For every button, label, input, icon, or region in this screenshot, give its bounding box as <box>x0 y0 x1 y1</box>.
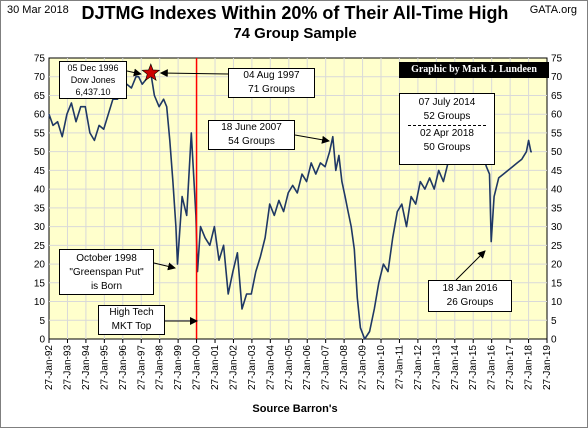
y-tick-label-left: 30 <box>34 222 46 233</box>
x-tick-label: 27-Jan-06 <box>302 345 313 390</box>
y-tick-label-left: 70 <box>34 72 46 83</box>
y-tick-label-right: 75 <box>551 54 563 65</box>
x-tick-label: 27-Jan-01 <box>210 345 221 390</box>
x-tick-label: 27-Jan-04 <box>265 345 276 390</box>
annotation-dow-1996: 05 Dec 1996 Dow Jones 6,437.10 <box>59 61 127 99</box>
annotation-line: 54 Groups <box>228 136 275 147</box>
chart-subtitle: 74 Group Sample <box>233 25 357 42</box>
x-tick-label: 27-Jan-98 <box>155 345 166 390</box>
y-tick-label-right: 65 <box>551 91 563 102</box>
x-tick-label: 27-Jan-92 <box>44 345 55 390</box>
annotation-arrow <box>159 69 229 78</box>
graphic-credit: Graphic by Mark J. Lundeen <box>399 62 549 78</box>
x-tick-label: 27-Jan-12 <box>413 345 424 390</box>
annotation-line: High Tech <box>109 307 154 318</box>
y-tick-label-left: 50 <box>34 147 46 158</box>
annotation-separator <box>408 125 486 126</box>
x-tick-label: 27-Jan-14 <box>450 345 461 390</box>
date-label: 30 Mar 2018 <box>7 4 69 16</box>
x-tick-label: 27-Jan-96 <box>118 345 129 390</box>
x-tick-label: 27-Jan-09 <box>358 345 369 390</box>
x-tick-label: 27-Jan-19 <box>542 345 553 390</box>
y-tick-label-left: 15 <box>34 278 46 289</box>
y-tick-label-right: 40 <box>551 185 563 196</box>
y-tick-label-right: 35 <box>551 203 563 214</box>
annotation-line: 02 Apr 2018 <box>420 128 474 139</box>
y-tick-label-right: 50 <box>551 147 563 158</box>
annotation-line: 6,437.10 <box>75 87 111 97</box>
annotation-arrow <box>126 68 142 77</box>
annotation-jul-2014-apr-2018: 07 July 2014 52 Groups 02 Apr 2018 50 Gr… <box>399 93 495 165</box>
y-tick-label-right: 70 <box>551 72 563 83</box>
x-tick-label: 27-Jan-00 <box>192 345 203 390</box>
y-tick-label-right: 15 <box>551 278 563 289</box>
y-tick-label-right: 5 <box>551 316 557 327</box>
annotation-line: is Born <box>90 281 123 292</box>
y-tick-label-right: 60 <box>551 110 563 121</box>
site-label: GATA.org <box>529 4 577 16</box>
annotation-line: MKT Top <box>111 321 152 332</box>
annotation-aug-1997: 04 Aug 1997 71 Groups <box>228 68 315 98</box>
y-tick-label-left: 55 <box>34 128 46 139</box>
annotation-arrow <box>294 134 330 144</box>
annotation-line: 52 Groups <box>423 111 471 122</box>
annotation-line: 50 Groups <box>423 142 471 153</box>
annotation-jun-2007: 18 June 2007 54 Groups <box>208 120 295 150</box>
x-tick-label: 27-Jan-97 <box>136 345 147 390</box>
y-tick-label-right: 45 <box>551 166 563 177</box>
y-tick-label-left: 35 <box>34 203 46 214</box>
x-tick-label: 27-Jan-11 <box>394 345 405 390</box>
y-tick-label-left: 5 <box>39 316 45 327</box>
annotation-line: 26 Groups <box>446 297 494 308</box>
annotation-line: 71 Groups <box>248 84 295 95</box>
y-tick-label-right: 20 <box>551 260 563 271</box>
y-tick-label-right: 10 <box>551 297 563 308</box>
x-tick-label: 27-Jan-13 <box>431 345 442 390</box>
y-tick-label-left: 40 <box>34 185 46 196</box>
annotation-line: 18 Jan 2016 <box>442 283 498 294</box>
y-tick-label-right: 0 <box>551 335 557 346</box>
y-tick-label-left: 45 <box>34 166 46 177</box>
x-tick-label: 27-Jan-17 <box>505 345 516 390</box>
annotation-line: Dow Jones <box>70 75 116 85</box>
y-tick-label-left: 0 <box>39 335 45 346</box>
x-tick-label: 27-Jan-03 <box>247 345 258 390</box>
annotation-arrow <box>455 250 486 281</box>
source-label: Source Barron's <box>252 403 338 415</box>
chart-title: DJTMG Indexes Within 20% of Their All-Ti… <box>81 3 509 23</box>
annotation-high-tech: High Tech MKT Top <box>98 305 165 335</box>
x-tick-label: 27-Jan-99 <box>173 345 184 390</box>
annotation-arrow <box>153 262 176 271</box>
x-tick-label: 27-Jan-16 <box>487 345 498 390</box>
x-tick-label: 27-Jan-07 <box>321 345 332 390</box>
y-tick-label-left: 20 <box>34 260 46 271</box>
x-tick-label: 27-Jan-05 <box>284 345 295 390</box>
x-tick-label: 27-Jan-15 <box>468 345 479 390</box>
star-marker <box>141 63 161 81</box>
y-tick-label-right: 55 <box>551 128 563 139</box>
x-tick-label: 27-Jan-93 <box>62 345 73 390</box>
x-tick-label: 27-Jan-95 <box>99 345 110 390</box>
x-tick-label: 27-Jan-02 <box>228 345 239 390</box>
y-tick-label-right: 30 <box>551 222 563 233</box>
annotation-jan-2016: 18 Jan 2016 26 Groups <box>428 280 512 312</box>
x-tick-label: 27-Jan-18 <box>524 345 535 390</box>
y-tick-label-left: 10 <box>34 297 46 308</box>
annotation-oct-1998: October 1998 "Greenspan Put" is Born <box>59 249 154 295</box>
y-tick-label-left: 75 <box>34 54 46 65</box>
annotation-line: 04 Aug 1997 <box>243 70 300 81</box>
x-tick-label: 27-Jan-94 <box>81 345 92 390</box>
x-tick-label: 27-Jan-10 <box>376 345 387 390</box>
y-tick-label-left: 25 <box>34 241 46 252</box>
y-tick-label-left: 60 <box>34 110 46 121</box>
annotation-line: October 1998 <box>76 253 137 264</box>
annotation-line: 18 June 2007 <box>221 122 282 133</box>
y-tick-label-right: 25 <box>551 241 563 252</box>
annotation-line: "Greenspan Put" <box>69 267 144 278</box>
x-tick-label: 27-Jan-08 <box>339 345 350 390</box>
annotation-line: 07 July 2014 <box>418 97 476 108</box>
y-tick-label-left: 65 <box>34 91 46 102</box>
annotation-line: 05 Dec 1996 <box>67 63 119 73</box>
